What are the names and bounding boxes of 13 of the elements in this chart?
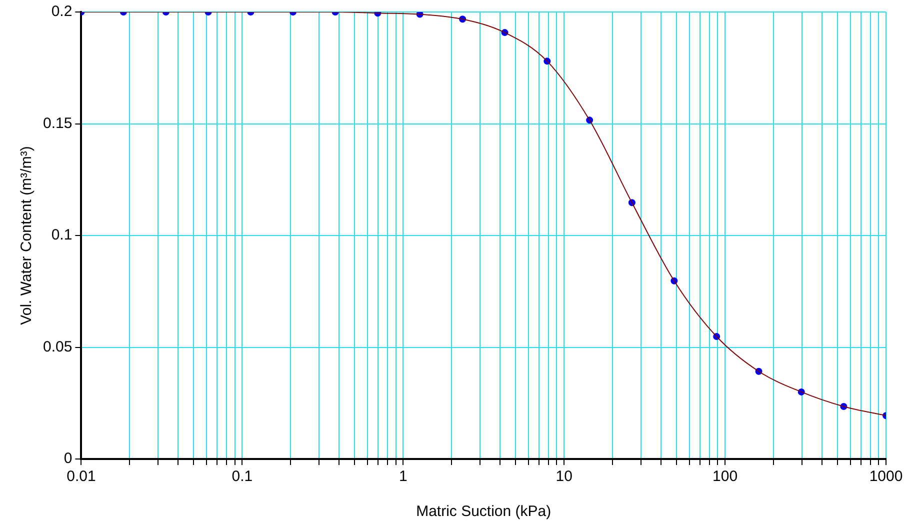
y-tick-label: 0.05: [42, 338, 72, 356]
y-tick-label: 0.15: [42, 114, 72, 132]
y-axis-title: Vol. Water Content (m³/m³): [18, 146, 36, 325]
x-axis-title: Matric Suction (kPa): [416, 503, 552, 520]
y-tick-label: 0: [64, 450, 72, 468]
x-tick-label: 10: [556, 468, 572, 486]
x-tick-label: 1000: [869, 468, 903, 486]
x-tick-label: 100: [712, 468, 738, 486]
y-tick-label: 0.1: [51, 226, 72, 244]
x-tick-label: 0.1: [232, 468, 253, 486]
x-tick-label: 1: [398, 468, 408, 486]
y-tick-label: 0.2: [51, 3, 72, 20]
x-tick-label: 0.01: [66, 468, 96, 486]
